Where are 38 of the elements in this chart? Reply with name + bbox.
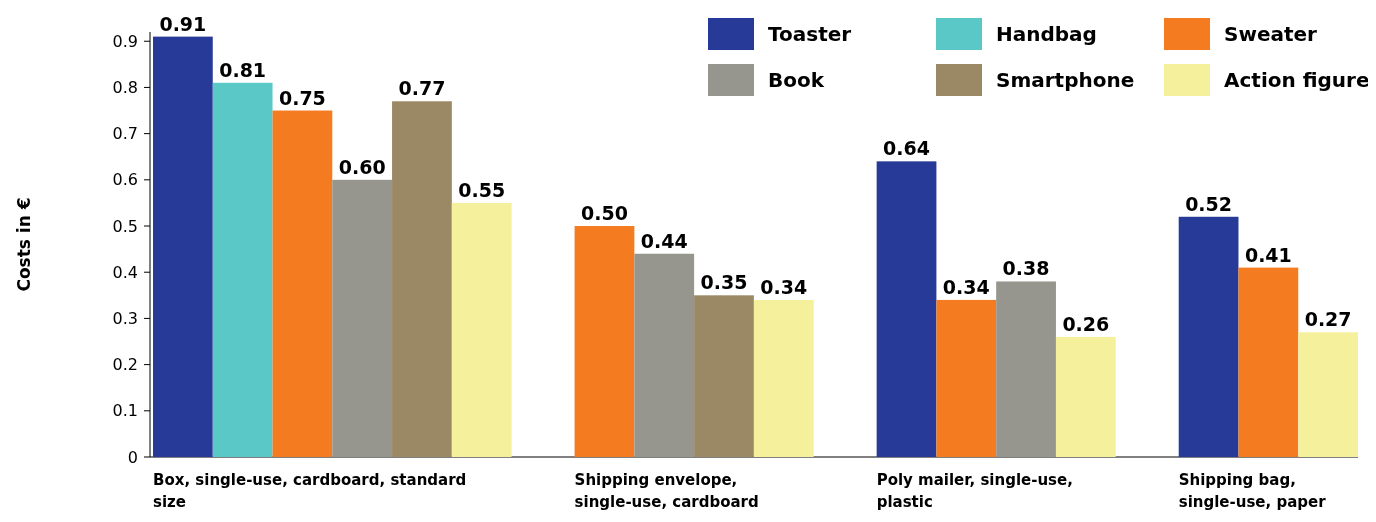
legend-label: Sweater bbox=[1224, 22, 1318, 46]
x-tick-label: Shipping bag, single-use, paper bbox=[1178, 471, 1327, 511]
data-label: 0.55 bbox=[458, 178, 506, 201]
x-tick-label: Shipping envelope, single-use, cardboard bbox=[574, 471, 759, 511]
y-axis-title: Costs in € bbox=[14, 197, 34, 292]
data-label: 0.50 bbox=[581, 202, 628, 225]
data-label: 0.64 bbox=[883, 137, 930, 160]
data-label: 0.38 bbox=[1002, 257, 1050, 280]
data-label: 0.27 bbox=[1304, 308, 1352, 331]
legend-label: Action figure bbox=[1224, 68, 1370, 92]
y-tick-label: 0.7 bbox=[112, 124, 138, 144]
y-tick-label: 0.3 bbox=[112, 309, 138, 329]
data-label: 0.77 bbox=[398, 77, 446, 100]
y-tick-label: 0 bbox=[127, 447, 138, 467]
data-label: 0.52 bbox=[1185, 192, 1233, 215]
data-label: 0.34 bbox=[760, 275, 808, 298]
y-tick-label: 0.9 bbox=[112, 31, 138, 51]
data-label: 0.91 bbox=[159, 12, 207, 35]
y-tick-label: 0.8 bbox=[112, 78, 138, 98]
legend-label: Book bbox=[768, 68, 825, 92]
data-label: 0.44 bbox=[640, 229, 688, 252]
data-label: 0.34 bbox=[942, 275, 990, 298]
data-label: 0.75 bbox=[278, 86, 326, 109]
legend-label: Smartphone bbox=[996, 68, 1135, 92]
data-label: 0.60 bbox=[338, 155, 386, 178]
data-label: 0.81 bbox=[219, 58, 267, 81]
legend-label: Handbag bbox=[996, 22, 1097, 46]
x-tick-label: Box, single-use, cardboard, standard size bbox=[153, 471, 467, 511]
data-label: 0.35 bbox=[700, 271, 748, 294]
x-tick-label: Poly mailer, single-use, plastic bbox=[876, 471, 1073, 511]
y-tick-label: 0.1 bbox=[112, 401, 138, 421]
data-label: 0.41 bbox=[1244, 243, 1292, 266]
y-tick-label: 0.5 bbox=[112, 216, 138, 236]
y-tick-label: 0.4 bbox=[112, 262, 138, 282]
y-tick-label: 0.6 bbox=[112, 170, 138, 190]
y-tick-label: 0.2 bbox=[112, 355, 138, 375]
legend-label: Toaster bbox=[768, 22, 852, 46]
data-label: 0.26 bbox=[1062, 312, 1110, 335]
